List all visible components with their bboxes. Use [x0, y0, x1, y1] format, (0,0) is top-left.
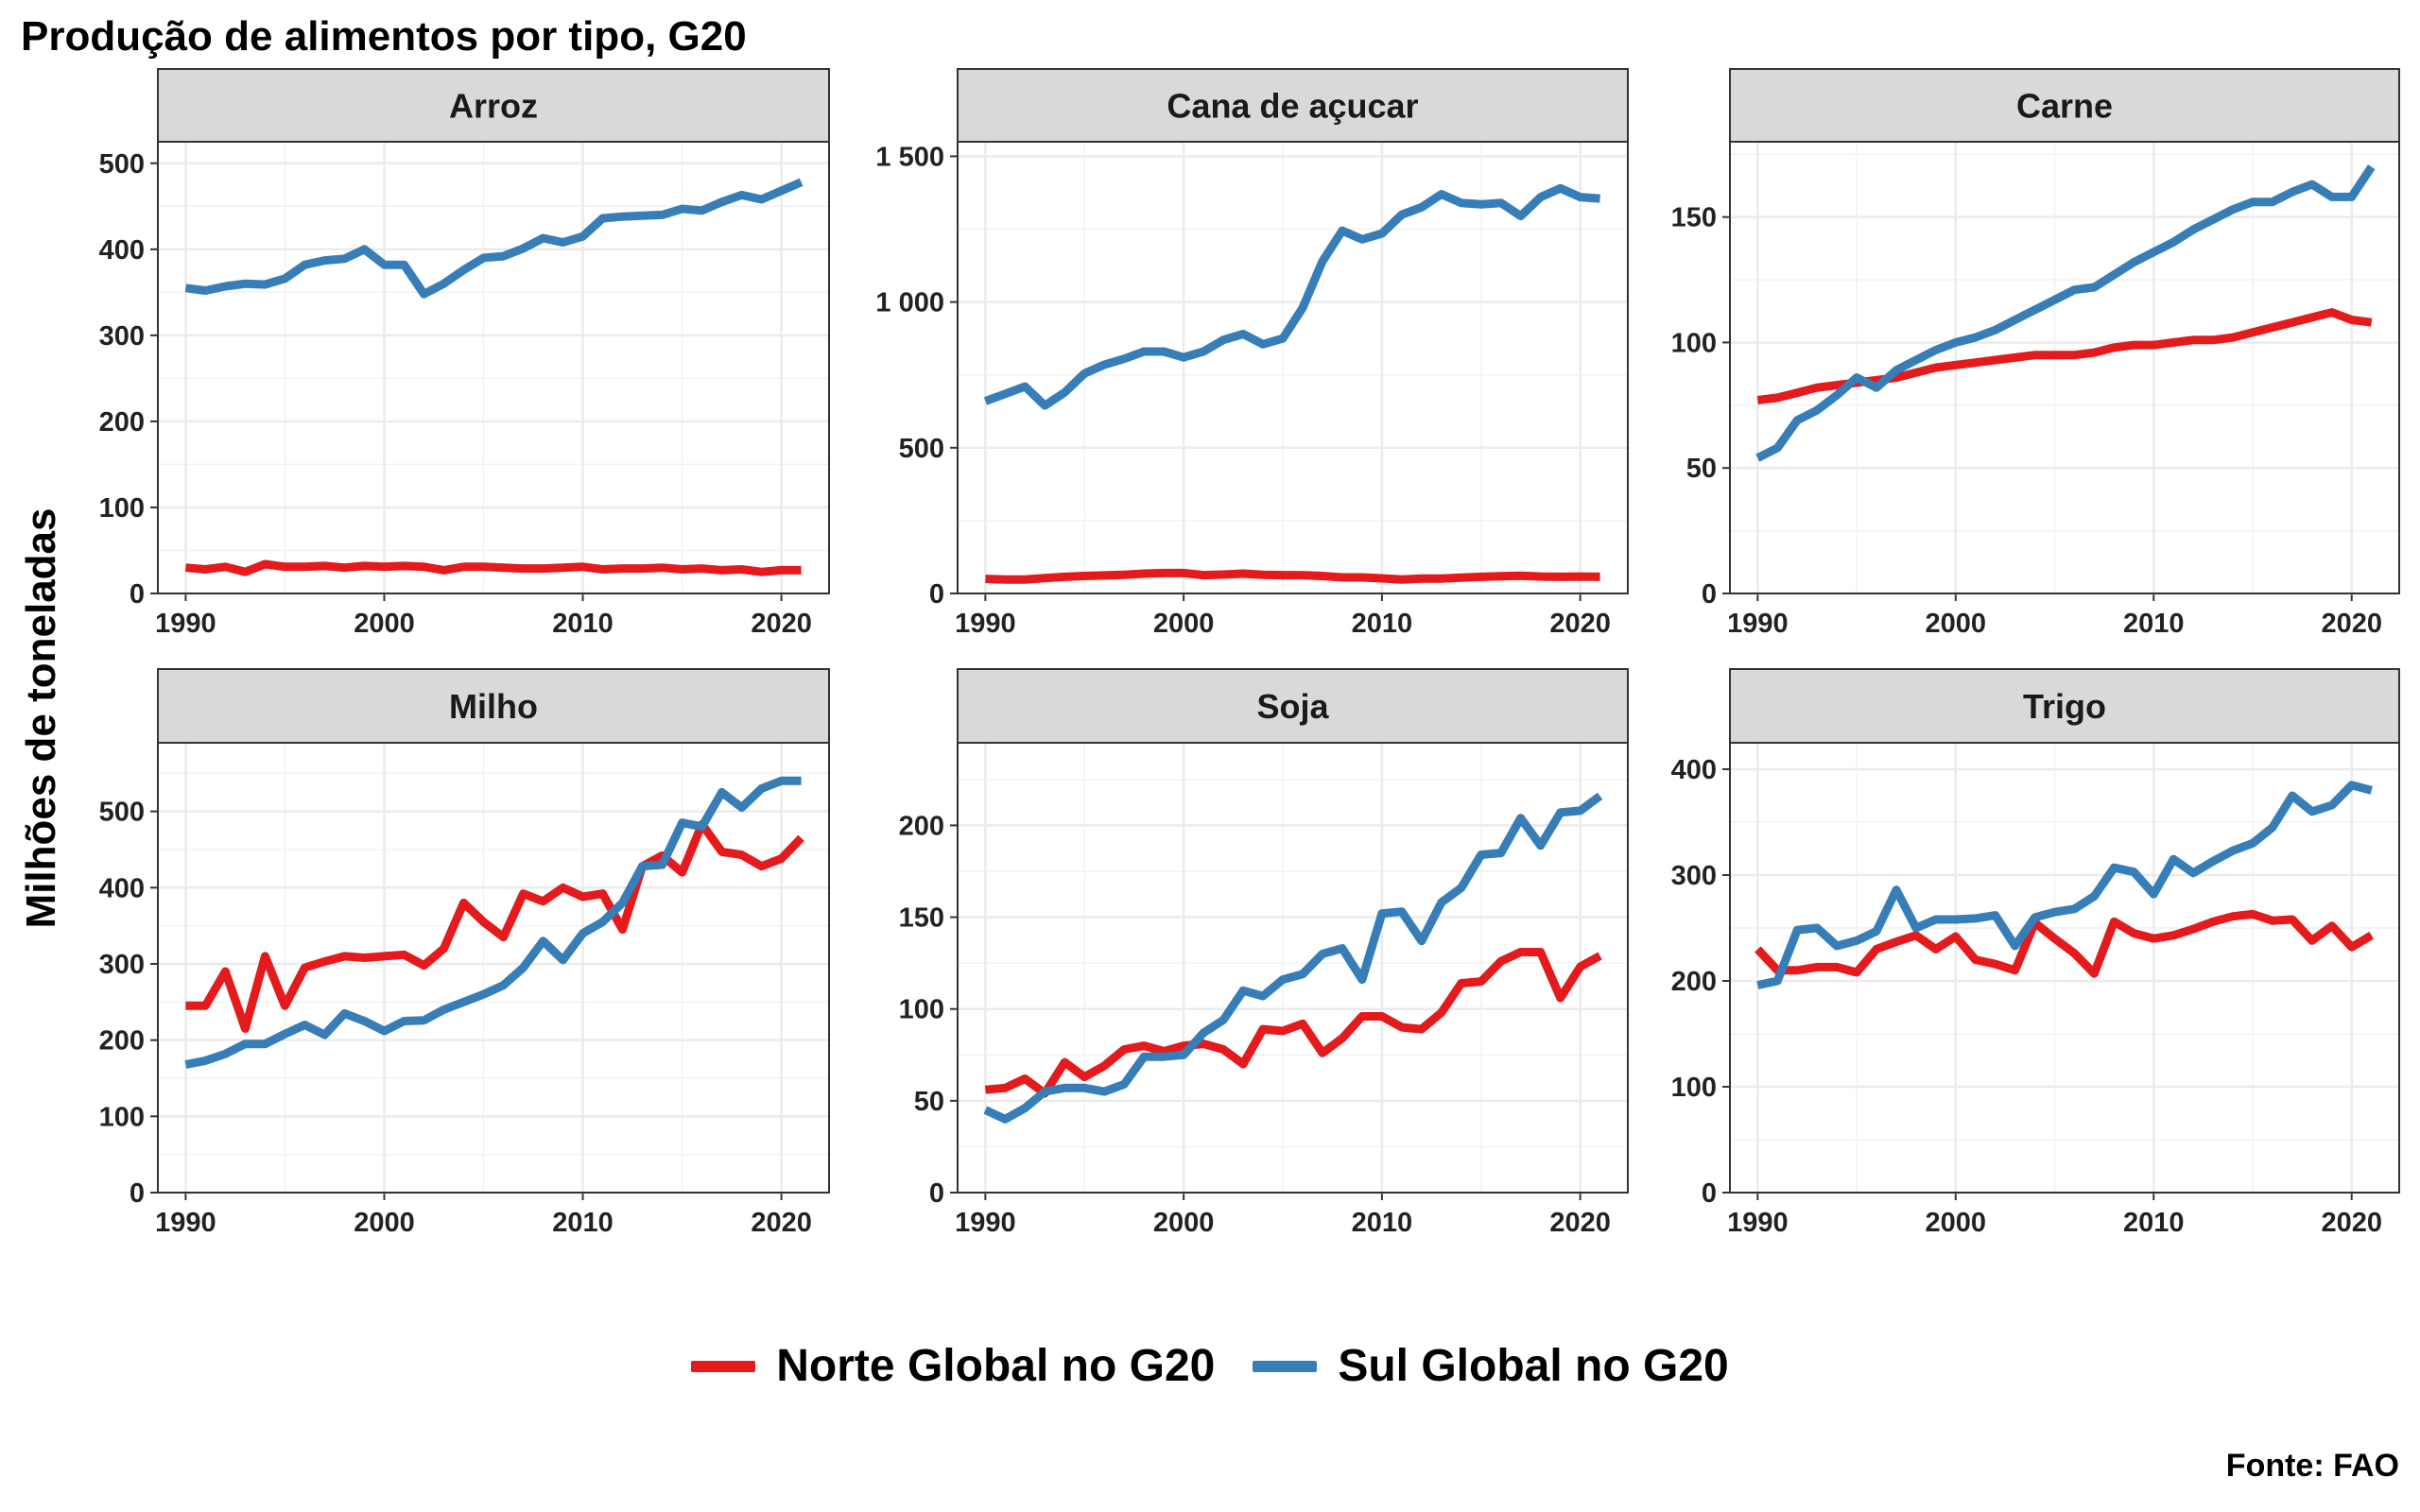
y-tick-label: 400: [99, 873, 145, 903]
y-tick-label: 100: [899, 995, 944, 1025]
y-tick-label: 0: [1702, 579, 1717, 610]
series-line-norte-arroz: [185, 559, 802, 576]
legend-swatch-norte: [691, 1360, 756, 1372]
y-tick-label: 100: [1671, 1073, 1717, 1103]
y-tick-label: 300: [99, 950, 145, 980]
y-tick-label: 150: [899, 903, 944, 934]
y-tick-label: 200: [99, 1026, 145, 1057]
strip-soja: [957, 668, 1629, 744]
source-note: Fonte: FAO: [2225, 1448, 2399, 1484]
y-tick-label: 400: [99, 235, 145, 266]
panel-border-arroz: [157, 141, 830, 594]
y-tick-label: 0: [1702, 1178, 1717, 1209]
chart-title: Produção de alimentos por tipo, G20: [21, 13, 747, 60]
strip-label-trigo: Trigo: [2023, 687, 2106, 726]
x-tick-label: 2020: [2321, 609, 2382, 639]
panel-trigo: Trigo 1990 2000 2010 2020 0 100 200 300 400: [1671, 668, 2400, 1238]
series-line-sul-trigo: [1756, 781, 2373, 989]
x-tick-label: 1990: [955, 1208, 1016, 1238]
y-tick-label: 200: [99, 407, 145, 438]
y-tick-label: 400: [1671, 755, 1717, 785]
series-line-norte-milho: [185, 819, 804, 1033]
x-tick-label: 2010: [2123, 1208, 2185, 1238]
y-tick-label: 500: [99, 149, 145, 180]
y-tick-label: 100: [1671, 328, 1717, 358]
x-tick-label: 1990: [955, 609, 1016, 639]
y-tick-label: 300: [99, 321, 145, 352]
x-tick-label: 1990: [155, 1208, 216, 1238]
x-tick-label: 2000: [1153, 1208, 1215, 1238]
strip-carne: [1729, 68, 2400, 143]
strip-trigo: [1729, 668, 2400, 744]
x-tick-label: 1990: [155, 609, 216, 639]
x-tick-label: 2010: [552, 1208, 614, 1238]
y-tick-label: 150: [1671, 203, 1717, 233]
y-tick-label: 1 000: [875, 288, 944, 318]
x-tick-label: 2010: [1352, 1208, 1413, 1238]
x-tick-label: 2010: [2123, 609, 2185, 639]
panel-arroz: Arroz 1990 2000 2010 2020 0 100 200 300 400 500: [99, 68, 830, 639]
y-tick-label: 0: [929, 579, 944, 610]
x-tick-label: 2000: [1153, 609, 1215, 639]
strip-cana-de-acucar: [957, 68, 1629, 143]
y-tick-label: 100: [99, 493, 145, 524]
series-line-sul-cana-de-acucar: [983, 183, 1600, 410]
panel-border-carne: [1729, 141, 2400, 594]
strip-arroz: [157, 68, 830, 143]
strip-label-soja: Soja: [1256, 687, 1329, 726]
legend-label-sul: Sul Global no G20: [1338, 1341, 1729, 1391]
y-tick-label: 100: [99, 1102, 145, 1132]
strip-label-arroz: Arroz: [449, 87, 538, 126]
legend: Norte Global no G20 Sul Global no G20: [0, 1340, 2420, 1392]
legend-item-norte: Norte Global no G20: [691, 1340, 1215, 1392]
x-tick-label: 2020: [1549, 1208, 1611, 1238]
x-tick-label: 2020: [2321, 1208, 2382, 1238]
series-line-norte-trigo: [1754, 909, 2374, 978]
x-tick-label: 2010: [552, 609, 614, 639]
panel-cana-de-acucar: Cana de açucar 1990 2000 2010 2020 0 500 1 000 1…: [875, 68, 1629, 639]
x-tick-label: 1990: [1727, 609, 1789, 639]
series-line-sul-carne: [1755, 164, 2376, 462]
strip-label-milho: Milho: [449, 687, 538, 726]
x-tick-label: 2010: [1352, 609, 1413, 639]
y-tick-label: 200: [1671, 967, 1717, 997]
strip-label-carne: Carne: [2016, 87, 2113, 126]
panel-border-trigo: [1729, 742, 2400, 1194]
series-line-norte-soja: [984, 948, 1602, 1098]
series-line-sul-milho: [184, 776, 802, 1069]
y-tick-label: 0: [130, 579, 145, 610]
panel-border-soja: [957, 742, 1629, 1194]
y-tick-label: 1 500: [875, 142, 944, 172]
strip-milho: [157, 668, 830, 744]
legend-swatch-sul: [1253, 1360, 1318, 1372]
series-line-norte-cana-de-acucar: [985, 568, 1600, 584]
y-tick-label: 50: [1686, 454, 1717, 484]
strip-label-cana-de-acucar: Cana de açucar: [1167, 87, 1418, 126]
panel-milho: Milho 1990 2000 2010 2020 0 100 200 300 400 500: [99, 668, 830, 1238]
x-tick-label: 2000: [1926, 609, 1987, 639]
y-tick-label: 200: [899, 811, 944, 841]
panel-soja: Soja 1990 2000 2010 2020 0 50 100 150 200: [899, 668, 1629, 1238]
y-tick-label: 0: [130, 1178, 145, 1209]
y-tick-label: 500: [99, 798, 145, 828]
x-tick-label: 2020: [1549, 609, 1611, 639]
panel-border-cana-de-acucar: [957, 141, 1629, 594]
x-tick-label: 2020: [751, 1208, 812, 1238]
y-tick-label: 50: [914, 1087, 944, 1117]
panel-border-milho: [157, 742, 830, 1194]
panel-carne: Carne 1990 2000 2010 2020 0 50 100 150: [1671, 68, 2400, 639]
series-line-sul-arroz: [184, 178, 804, 299]
x-tick-label: 2000: [354, 1208, 415, 1238]
legend-item-sul: Sul Global no G20: [1253, 1340, 1729, 1392]
y-tick-label: 500: [899, 434, 944, 464]
legend-label-norte: Norte Global no G20: [776, 1341, 1216, 1391]
x-tick-label: 2000: [1926, 1208, 1987, 1238]
y-tick-label: 0: [929, 1178, 944, 1209]
x-tick-label: 1990: [1727, 1208, 1789, 1238]
y-tick-label: 300: [1671, 861, 1717, 891]
x-tick-label: 2020: [751, 609, 812, 639]
x-tick-label: 2000: [354, 609, 415, 639]
series-line-sul-soja: [983, 792, 1603, 1124]
